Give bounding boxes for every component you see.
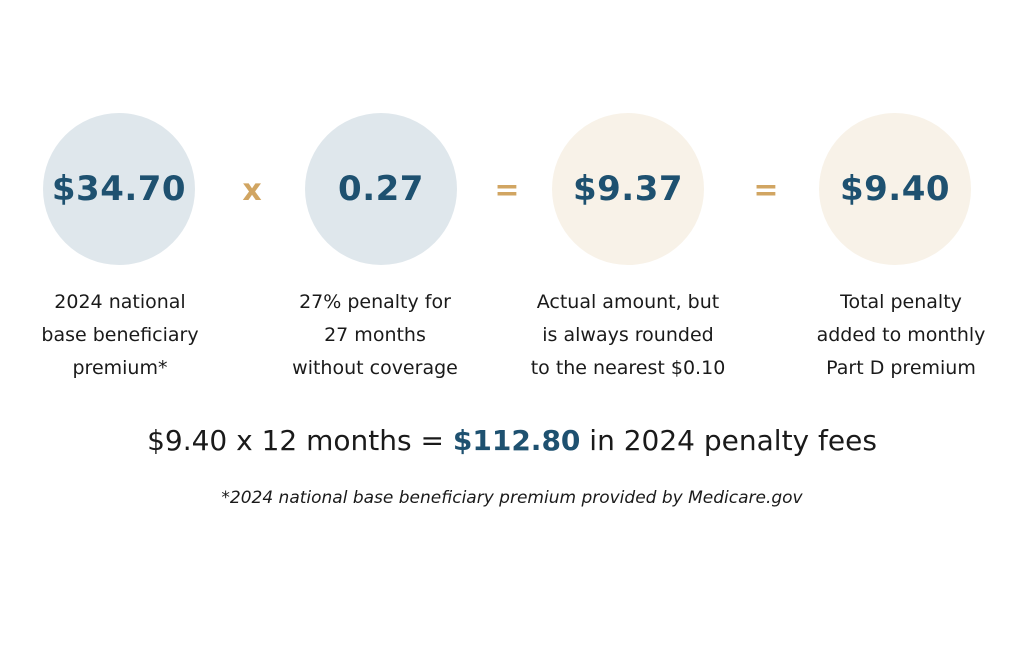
caption-line: 2024 national xyxy=(54,291,186,313)
summary-suffix: in 2024 penalty fees xyxy=(580,424,877,457)
equals-operator-1: = xyxy=(494,172,520,208)
caption-line: premium* xyxy=(72,357,168,379)
annual-penalty-total: $112.80 xyxy=(452,424,581,457)
footnote: *2024 national base beneficiary premium … xyxy=(221,488,803,508)
total-penalty-circle: $9.40 xyxy=(819,113,971,265)
caption-line: Total penalty xyxy=(840,291,962,313)
annual-penalty-summary: $9.40 x 12 months = $112.80 in 2024 pena… xyxy=(0,424,1024,457)
equals-operator-2: = xyxy=(753,172,779,208)
caption-line: Part D premium xyxy=(826,357,976,379)
caption-line: 27% penalty for xyxy=(299,291,451,313)
caption-line: base beneficiary xyxy=(41,324,199,346)
penalty-rate-circle: 0.27 xyxy=(305,113,457,265)
multiply-operator: x xyxy=(242,172,262,208)
summary-prefix: $9.40 x 12 months = xyxy=(147,424,453,457)
caption-line: 27 months xyxy=(324,324,426,346)
base-premium-caption: 2024 national base beneficiary premium* xyxy=(10,286,230,385)
actual-amount-circle: $9.37 xyxy=(552,113,704,265)
total-penalty-caption: Total penalty added to monthly Part D pr… xyxy=(791,286,1011,385)
penalty-rate-caption: 27% penalty for 27 months without covera… xyxy=(265,286,485,385)
caption-line: is always rounded xyxy=(542,324,714,346)
caption-line: Actual amount, but xyxy=(536,291,720,313)
caption-line: added to monthly xyxy=(816,324,986,346)
base-premium-circle: $34.70 xyxy=(43,113,195,265)
caption-line: to the nearest $0.10 xyxy=(530,357,726,379)
actual-amount-caption: Actual amount, but is always rounded to … xyxy=(518,286,738,385)
caption-line: without coverage xyxy=(292,357,458,379)
